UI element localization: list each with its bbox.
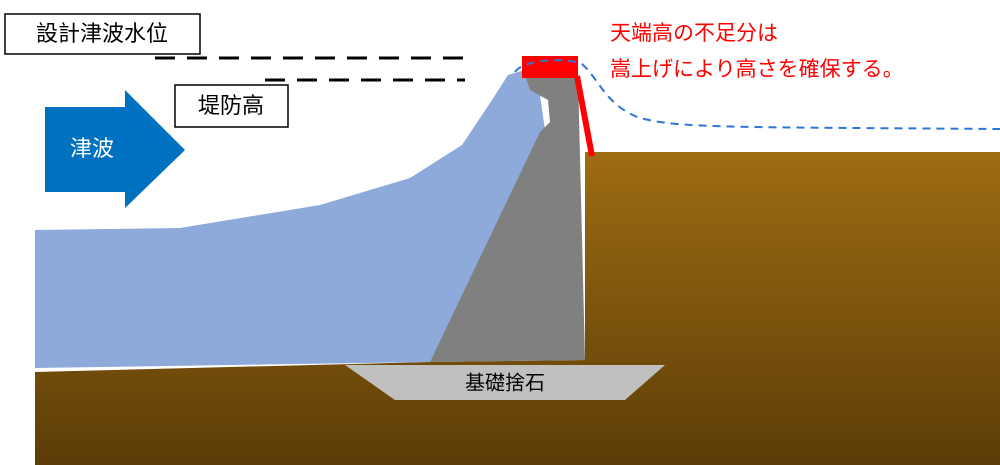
tsunami-label: 津波 — [70, 137, 114, 162]
levee-height-label: 堤防高 — [198, 94, 264, 119]
tsunami-arrow — [45, 90, 185, 208]
water — [35, 70, 545, 368]
design-level-label: 設計津波水位 — [36, 22, 168, 47]
raised-crest — [522, 56, 578, 78]
label-box — [174, 84, 289, 128]
foundation-label: 基礎捨石 — [465, 371, 545, 395]
raised-face — [574, 75, 595, 157]
label-box — [4, 13, 201, 55]
note-line: 嵩上げにより高さを確保する。 — [610, 57, 904, 81]
seawall — [430, 75, 585, 362]
ground — [35, 152, 1000, 465]
note-line: 天端高の不足分は — [610, 21, 778, 45]
foundation-rubble — [345, 365, 665, 400]
